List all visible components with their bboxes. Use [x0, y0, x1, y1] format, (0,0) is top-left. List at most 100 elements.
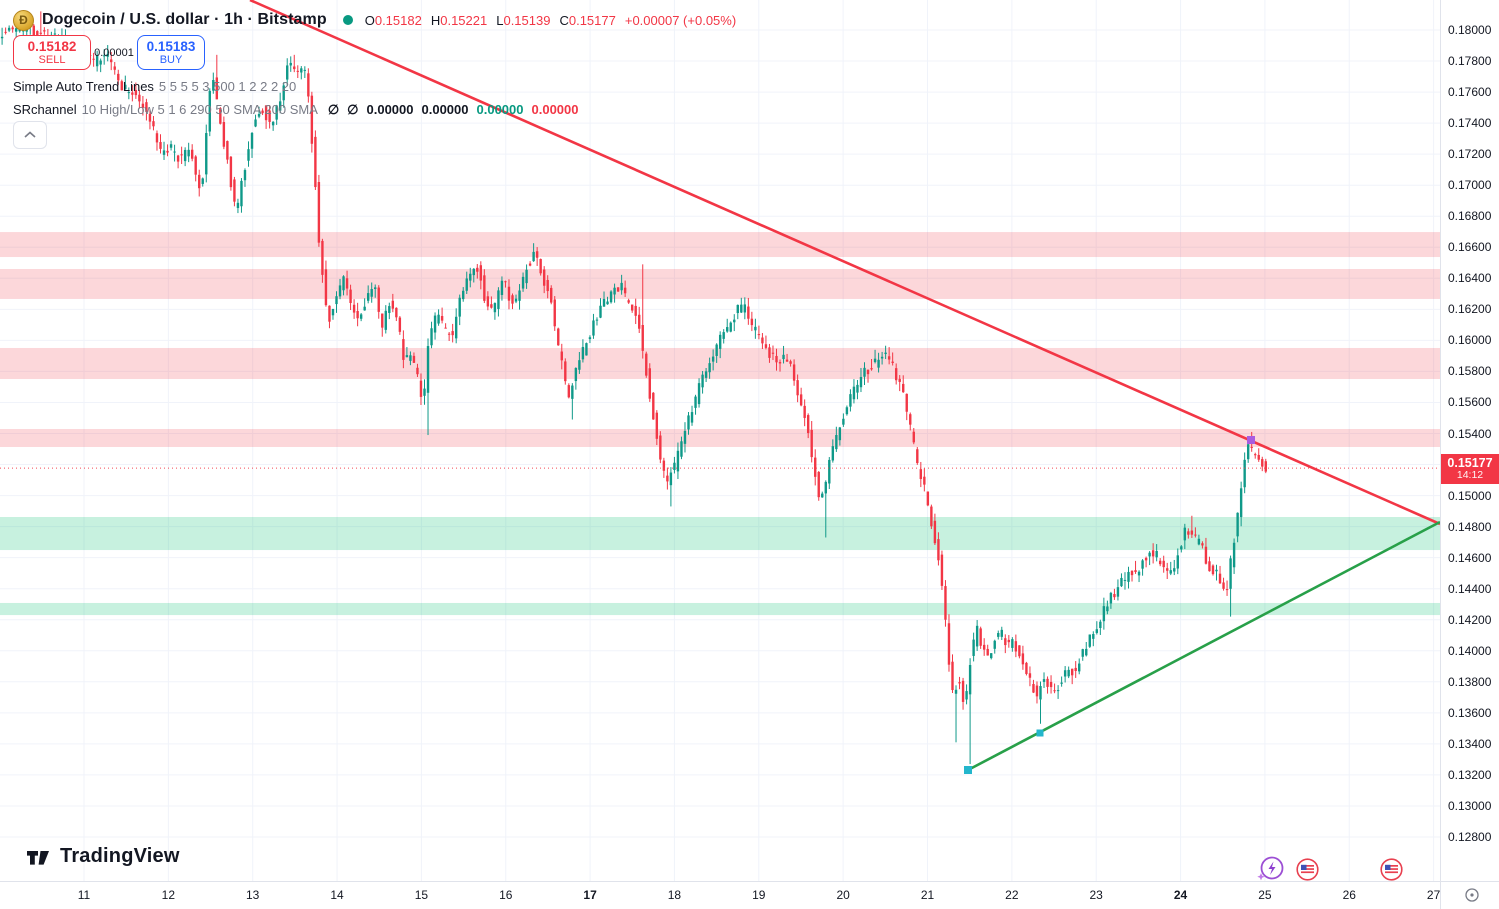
price-axis[interactable]: 0.15177 14:12 0.18000 0.17800 0.17600 0.174…: [1440, 0, 1499, 882]
price-chart-pane[interactable]: Ð Dogecoin / U.S. dollar · 1h · Bitstamp…: [0, 0, 1441, 882]
time-tick-label: 24: [1173, 888, 1188, 902]
market-status-dot-icon[interactable]: [342, 15, 353, 25]
price-tick-label: 0.13200: [1448, 767, 1492, 782]
time-tick-label: 19: [752, 888, 766, 902]
price-tick-label: 0.13800: [1448, 674, 1492, 689]
price-tick-label: 0.15000: [1448, 488, 1492, 503]
time-axis[interactable]: 11 12 13 14 15 16 17 18 19 20 21 22 23 24 25 26 27: [0, 881, 1441, 909]
time-tick-label: 27: [1426, 888, 1441, 902]
indicator-value: 0.00000: [531, 102, 579, 117]
candlesticks: [0, 11, 1267, 765]
trend-lines: [249, 0, 1441, 772]
watermark-text: TradingView: [60, 845, 180, 867]
high-value: 0.15221: [440, 12, 488, 28]
price-tick-label: 0.17200: [1448, 147, 1492, 162]
price-tick-label: 0.14800: [1448, 519, 1492, 534]
time-tick-label: 14: [330, 888, 344, 902]
price-tick-label: 0.13000: [1448, 798, 1492, 813]
price-tick-label: 0.18000: [1448, 23, 1492, 37]
price-tick-label: 0.16800: [1448, 209, 1492, 224]
dogecoin-icon: Ð: [13, 9, 34, 31]
us-flag-event-icon[interactable]: [1296, 858, 1319, 882]
price-tick-label: 0.15400: [1448, 426, 1492, 441]
symbol-title[interactable]: Dogecoin / U.S. dollar · 1h · Bitstamp: [42, 11, 327, 28]
indicator-value: 0.00000: [476, 102, 524, 117]
close-label: C: [559, 12, 569, 28]
last-price-countdown: 14:12: [1456, 469, 1484, 482]
sell-price: 0.15182: [27, 39, 77, 54]
time-tick-label: 18: [667, 888, 682, 902]
price-tick-label: 0.13400: [1448, 736, 1492, 751]
price-tick-label: 0.16600: [1448, 240, 1492, 255]
indicator-value: 0.00000: [421, 102, 469, 117]
sr-zones: [0, 232, 1441, 616]
indicator-name: SRchannel: [13, 102, 77, 117]
trade-buttons: 0.15182 SELL 0.00001 0.15183 BUY: [13, 35, 205, 70]
collapse-legend-button[interactable]: [13, 121, 47, 149]
time-tick-label: 22: [1005, 888, 1019, 902]
chart-legend: Ð Dogecoin / U.S. dollar · 1h · Bitstamp…: [13, 8, 736, 149]
sell-label: SELL: [38, 54, 66, 66]
price-tick-label: 0.14000: [1448, 643, 1492, 658]
time-tick-label: 20: [836, 888, 850, 902]
indicator-values: ∅ ∅ 0.00000 0.00000 0.00000 0.00000: [328, 102, 587, 117]
indicator-name: Simple Auto Trend Lines: [13, 79, 154, 94]
indicator-params: 10 High/Low 5 1 6 290 50 SMA 200 SMA: [81, 102, 318, 117]
price-tick-label: 0.15800: [1448, 364, 1492, 379]
indicator-value: 0.00000: [366, 102, 414, 117]
time-tick-label: 15: [414, 888, 429, 902]
spread-value: 0.00001: [94, 46, 134, 59]
trendline-markers: [964, 436, 1255, 774]
axis-corner: [1440, 881, 1499, 909]
ohlc-values: O0.15182 H0.15221 L0.15139 C0.15177 +0.0…: [365, 13, 736, 28]
indicator-value: ∅: [327, 102, 340, 117]
last-price-value: 0.15177: [1447, 456, 1493, 471]
candlestick-chart[interactable]: [0, 0, 1441, 882]
price-tick-label: 0.12800: [1448, 830, 1492, 844]
change-value: +0.00007 (+0.05%): [624, 12, 737, 28]
price-tick-label: 0.16000: [1448, 333, 1492, 348]
tradingview-watermark: TradingView: [27, 845, 180, 868]
symbol-row: Ð Dogecoin / U.S. dollar · 1h · Bitstamp…: [13, 8, 736, 32]
tradingview-logo-icon: [27, 850, 49, 865]
sell-button[interactable]: 0.15182 SELL: [13, 35, 91, 70]
us-flag-event-icon[interactable]: [1380, 858, 1403, 882]
price-tick-label: 0.17000: [1448, 178, 1492, 193]
high-label: H: [430, 12, 441, 28]
time-tick-label: 25: [1258, 888, 1272, 902]
price-tick-label: 0.15600: [1448, 395, 1492, 410]
price-tick-label: 0.17600: [1448, 85, 1492, 100]
time-tick-label: 12: [161, 888, 176, 902]
time-tick-label: 16: [499, 888, 513, 902]
last-price-badge: 0.15177 14:12: [1441, 454, 1499, 485]
time-tick-label: 17: [583, 888, 597, 902]
chevron-up-icon: [24, 131, 36, 138]
time-tick-label: 13: [246, 888, 260, 902]
lightning-event-icon[interactable]: [1255, 856, 1285, 882]
indicator-value: ∅: [347, 102, 359, 117]
buy-button[interactable]: 0.15183 BUY: [137, 35, 205, 70]
low-value: 0.15139: [503, 12, 551, 28]
indicator-row-srchannel[interactable]: SRchannel 10 High/Low 5 1 6 290 50 SMA 20…: [13, 102, 587, 118]
grid-lines: [0, 0, 1441, 882]
buy-label: BUY: [159, 54, 183, 66]
price-tick-label: 0.14600: [1448, 550, 1492, 565]
indicator-row-trendlines[interactable]: Simple Auto Trend Lines 5 5 5 5 3 500 1 2…: [13, 79, 296, 94]
open-label: O: [364, 12, 375, 28]
price-tick-label: 0.16400: [1448, 271, 1492, 286]
time-tick-label: 11: [77, 888, 91, 902]
price-tick-label: 0.14200: [1448, 612, 1492, 627]
close-value: 0.15177: [568, 12, 616, 28]
time-tick-label: 23: [1089, 888, 1103, 902]
price-tick-label: 0.17400: [1448, 116, 1492, 131]
low-label: L: [496, 12, 504, 28]
buy-price: 0.15183: [146, 39, 196, 54]
price-scale-target-icon[interactable]: [1464, 887, 1480, 903]
price-tick-label: 0.13600: [1448, 705, 1492, 720]
price-tick-label: 0.17800: [1448, 54, 1492, 69]
time-tick-label: 21: [920, 888, 935, 902]
price-tick-label: 0.16200: [1448, 302, 1492, 317]
open-value: 0.15182: [374, 12, 422, 28]
time-tick-label: 26: [1342, 888, 1356, 902]
